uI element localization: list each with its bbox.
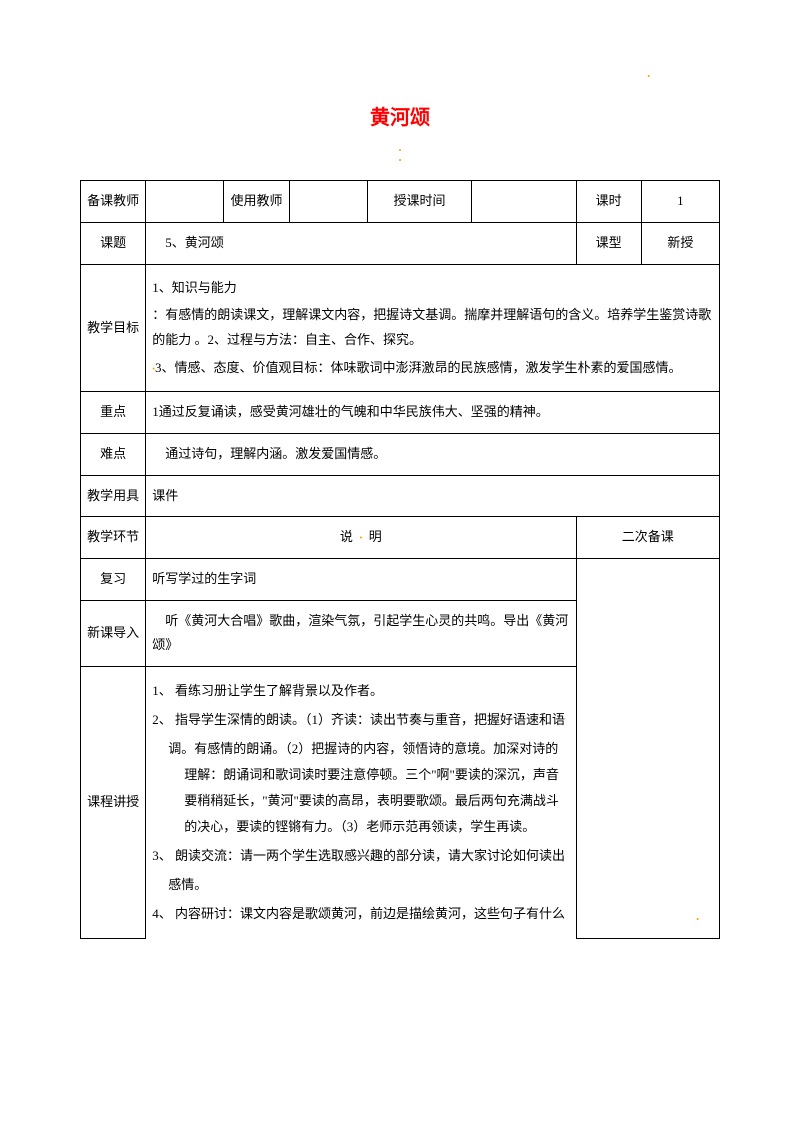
- prep-teacher-value: [146, 181, 224, 223]
- topic-label: 课题: [81, 222, 146, 264]
- type-label: 课型: [576, 222, 641, 264]
- document-title: 黄河颂: [80, 100, 720, 136]
- tools-label: 教学用具: [81, 475, 146, 517]
- difficulty-row: 难点 通过诗句，理解内涵。激发爱国情感。: [81, 434, 720, 476]
- review-value: 听写学过的生字词: [146, 559, 576, 601]
- review-label: 复习: [81, 559, 146, 601]
- lecture-content: 1、 看练习册让学生了解背景以及作者。 2、 指导学生深情的朗读。（1）齐读：读…: [146, 667, 576, 939]
- goal-label: 教学目标: [81, 264, 146, 392]
- focus-value: 1通过反复诵读，感受黄河雄壮的气魄和中华民族伟大、坚强的精神。: [146, 392, 720, 434]
- difficulty-label: 难点: [81, 434, 146, 476]
- use-teacher-value: [289, 181, 367, 223]
- teach-time-value: [472, 181, 576, 223]
- tools-row: 教学用具 课件: [81, 475, 720, 517]
- difficulty-value: 通过诗句，理解内涵。激发爱国情感。: [146, 434, 720, 476]
- stage-right: 二次备课: [576, 517, 720, 559]
- lesson-plan-table: 备课教师 使用教师 授课时间 课时 1 课题 5、黄河颂 课型 新授 教学目标 …: [80, 180, 720, 938]
- review-row: 复习 听写学过的生字词 •: [81, 559, 720, 601]
- stage-mid: 说 • 明: [146, 517, 576, 559]
- topic-value: 5、黄河颂: [146, 222, 576, 264]
- goal-row: 教学目标 1、知识与能力 ：有感情的朗读课文，理解课文内容，把握诗文基调。揣摩并…: [81, 264, 720, 392]
- use-teacher-label: 使用教师: [224, 181, 289, 223]
- intro-value: 听《黄河大合唱》歌曲，渲染气氛，引起学生心灵的共鸣。导出《黄河颂》: [146, 600, 576, 666]
- tools-value: 课件: [146, 475, 720, 517]
- intro-label: 新课导入: [81, 600, 146, 666]
- type-value: 新授: [641, 222, 719, 264]
- period-label: 课时: [576, 181, 641, 223]
- goal-content: 1、知识与能力 ：有感情的朗读课文，理解课文内容，把握诗文基调。揣摩并理解语句的…: [146, 264, 720, 392]
- lecture-label: 课程讲授: [81, 667, 146, 939]
- focus-row: 重点 1通过反复诵读，感受黄河雄壮的气魄和中华民族伟大、坚强的精神。: [81, 392, 720, 434]
- prep-teacher-label: 备课教师: [81, 181, 146, 223]
- decorative-dots: ••: [80, 146, 720, 165]
- decorative-dot: •: [647, 70, 650, 84]
- stage-label: 教学环节: [81, 517, 146, 559]
- period-value: 1: [641, 181, 719, 223]
- teach-time-label: 授课时间: [367, 181, 471, 223]
- stage-row: 教学环节 说 • 明 二次备课: [81, 517, 720, 559]
- secondary-prep-cell: •: [576, 559, 720, 939]
- focus-label: 重点: [81, 392, 146, 434]
- header-row: 备课教师 使用教师 授课时间 课时 1: [81, 181, 720, 223]
- topic-row: 课题 5、黄河颂 课型 新授: [81, 222, 720, 264]
